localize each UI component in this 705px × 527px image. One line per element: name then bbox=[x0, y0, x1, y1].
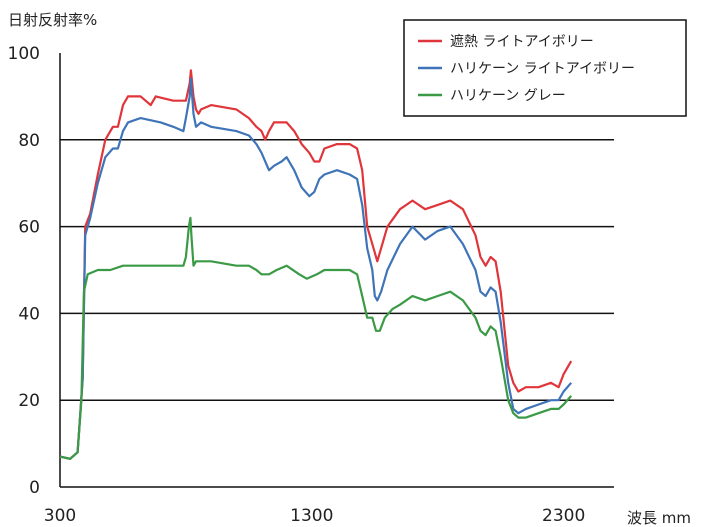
x-tick-label: 2300 bbox=[542, 506, 585, 526]
y-tick-label: 40 bbox=[18, 304, 40, 324]
series-line-2 bbox=[59, 77, 573, 460]
x-axis-title: 波長 mm bbox=[627, 509, 691, 527]
legend-label-3: ハリケーン グレー bbox=[450, 88, 566, 104]
y-tick-labels: 0 20 40 60 80 100 bbox=[8, 44, 40, 498]
y-axis-title: 日射反射率% bbox=[8, 11, 97, 29]
y-tick-label: 60 bbox=[18, 218, 40, 238]
y-tick-label: 20 bbox=[18, 391, 40, 411]
series-line-3 bbox=[59, 216, 573, 460]
legend-box bbox=[403, 19, 687, 117]
x-tick-label: 1300 bbox=[290, 506, 333, 526]
legend-label-2: ハリケーン ライトアイボリー bbox=[450, 61, 635, 77]
y-tick-label: 80 bbox=[18, 131, 40, 151]
y-tick-label: 100 bbox=[8, 44, 40, 64]
series-lines bbox=[59, 69, 573, 460]
grid-lines bbox=[60, 139, 614, 401]
legend-label-1: 遮熱 ライトアイボリー bbox=[450, 34, 594, 50]
x-tick-label: 300 bbox=[44, 506, 76, 526]
y-tick-label: 0 bbox=[29, 478, 40, 498]
series-line-1 bbox=[59, 69, 573, 460]
x-tick-labels: 300 1300 2300 bbox=[44, 506, 585, 526]
